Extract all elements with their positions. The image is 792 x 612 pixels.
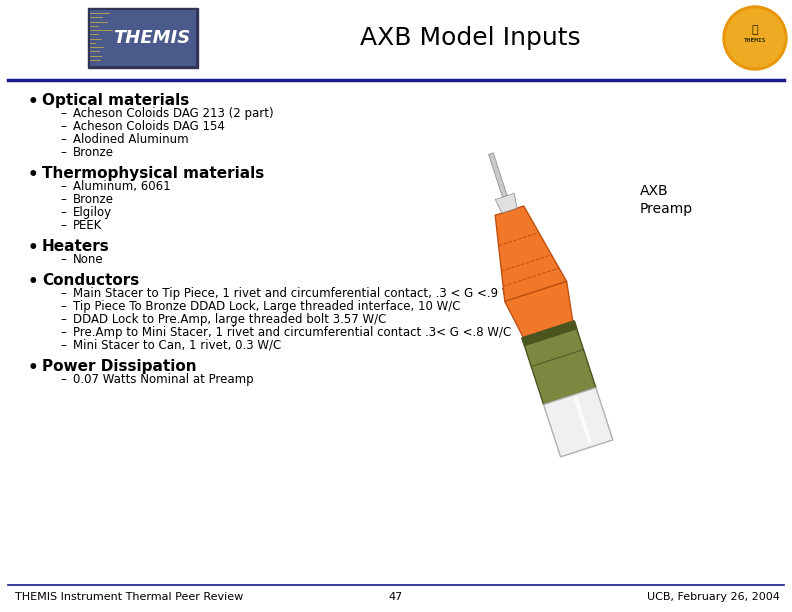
Text: Acheson Coloids DAG 154: Acheson Coloids DAG 154	[73, 120, 225, 133]
FancyBboxPatch shape	[90, 10, 196, 66]
Polygon shape	[489, 153, 507, 197]
Text: –: –	[60, 146, 66, 159]
FancyBboxPatch shape	[88, 8, 198, 68]
Text: •: •	[28, 239, 39, 257]
Text: –: –	[60, 287, 66, 300]
Polygon shape	[522, 321, 577, 346]
Polygon shape	[522, 321, 596, 405]
Text: Bronze: Bronze	[73, 193, 114, 206]
Text: Heaters: Heaters	[42, 239, 110, 254]
Polygon shape	[543, 387, 613, 457]
Text: Power Dissipation: Power Dissipation	[42, 359, 196, 374]
Text: Conductors: Conductors	[42, 273, 139, 288]
Text: ⬛: ⬛	[752, 25, 758, 35]
Text: Acheson Coloids DAG 213 (2 part): Acheson Coloids DAG 213 (2 part)	[73, 107, 273, 120]
Text: AXB Model Inputs: AXB Model Inputs	[360, 26, 581, 50]
Text: THEMIS: THEMIS	[112, 29, 190, 47]
Polygon shape	[495, 193, 517, 213]
Text: Elgiloy: Elgiloy	[73, 206, 112, 219]
Text: –: –	[60, 133, 66, 146]
Text: Alodined Aluminum: Alodined Aluminum	[73, 133, 188, 146]
Text: UCB, February 26, 2004: UCB, February 26, 2004	[647, 592, 780, 602]
Text: Aluminum, 6061: Aluminum, 6061	[73, 180, 170, 193]
Text: –: –	[60, 193, 66, 206]
Text: None: None	[73, 253, 104, 266]
Text: –: –	[60, 300, 66, 313]
Text: 0.07 Watts Nominal at Preamp: 0.07 Watts Nominal at Preamp	[73, 373, 253, 386]
Text: THEMIS: THEMIS	[744, 37, 766, 42]
Text: –: –	[60, 253, 66, 266]
Text: 47: 47	[389, 592, 403, 602]
Text: PEEK: PEEK	[73, 219, 102, 232]
Text: Tip Piece To Bronze DDAD Lock, Large threaded interface, 10 W/C: Tip Piece To Bronze DDAD Lock, Large thr…	[73, 300, 460, 313]
Text: –: –	[60, 206, 66, 219]
Text: –: –	[60, 180, 66, 193]
Text: –: –	[60, 120, 66, 133]
Text: –: –	[60, 107, 66, 120]
Text: DDAD Lock to Pre.Amp, large threaded bolt 3.57 W/C: DDAD Lock to Pre.Amp, large threaded bol…	[73, 313, 386, 326]
Polygon shape	[505, 282, 573, 338]
Text: •: •	[28, 166, 39, 184]
Text: Optical materials: Optical materials	[42, 93, 189, 108]
Text: THEMIS Instrument Thermal Peer Review: THEMIS Instrument Thermal Peer Review	[15, 592, 243, 602]
Text: Thermophysical materials: Thermophysical materials	[42, 166, 265, 181]
Text: Pre.Amp to Mini Stacer, 1 rivet and circumferential contact .3< G <.8 W/C: Pre.Amp to Mini Stacer, 1 rivet and circ…	[73, 326, 512, 339]
Text: –: –	[60, 373, 66, 386]
Text: •: •	[28, 359, 39, 377]
Text: Mini Stacer to Can, 1 rivet, 0.3 W/C: Mini Stacer to Can, 1 rivet, 0.3 W/C	[73, 339, 281, 352]
Text: •: •	[28, 273, 39, 291]
Text: •: •	[28, 93, 39, 111]
Text: –: –	[60, 326, 66, 339]
Circle shape	[726, 9, 784, 67]
Polygon shape	[495, 206, 566, 302]
Text: –: –	[60, 219, 66, 232]
Text: –: –	[60, 339, 66, 352]
Text: AXB
Preamp: AXB Preamp	[640, 184, 693, 216]
Text: Bronze: Bronze	[73, 146, 114, 159]
Circle shape	[723, 6, 787, 70]
Text: –: –	[60, 313, 66, 326]
Text: Main Stacer to Tip Piece, 1 rivet and circumferential contact, .3 < G <.9 W/C: Main Stacer to Tip Piece, 1 rivet and ci…	[73, 287, 526, 300]
